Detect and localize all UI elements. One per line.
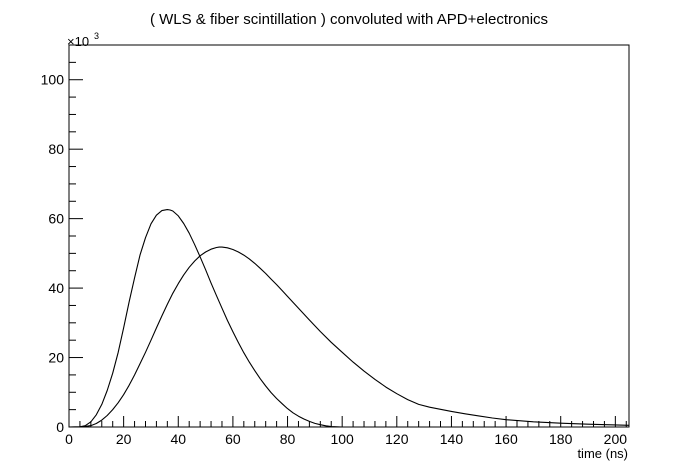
y-tick-label: 80 (48, 141, 64, 157)
x-tick-label: 120 (385, 431, 409, 447)
x-tick-label: 140 (440, 431, 464, 447)
series-layer (68, 209, 630, 428)
x-tick-label: 160 (494, 431, 518, 447)
x-tick-label: 40 (170, 431, 186, 447)
chart-title: ( WLS & fiber scintillation ) convoluted… (150, 11, 548, 28)
y-tick-label: 60 (48, 211, 64, 227)
y-tick-label: 0 (56, 419, 64, 435)
y-tick-label: 100 (41, 72, 65, 88)
y-tick-label: 40 (48, 280, 64, 296)
series-line-1 (68, 209, 348, 428)
x-axis-ticks: 0 20 40 60 80 100 120 140 160 180 200 (65, 416, 627, 447)
x-axis-label: time (ns) (577, 446, 628, 461)
x-tick-label: 60 (225, 431, 241, 447)
y-tick-label: 20 (48, 350, 64, 366)
y-axis-ticks: 0 20 40 60 80 100 (41, 44, 83, 435)
x-tick-label: 20 (116, 431, 132, 447)
x-tick-label: 200 (604, 431, 628, 447)
x-tick-label: 100 (330, 431, 354, 447)
y-axis-multiplier-exponent: 3 (94, 31, 99, 41)
series-line-2 (68, 246, 630, 428)
x-tick-label: 80 (280, 431, 296, 447)
x-tick-label: 180 (549, 431, 573, 447)
x-tick-label: 0 (65, 431, 73, 447)
y-axis-multiplier-base: ×10 (67, 34, 89, 49)
